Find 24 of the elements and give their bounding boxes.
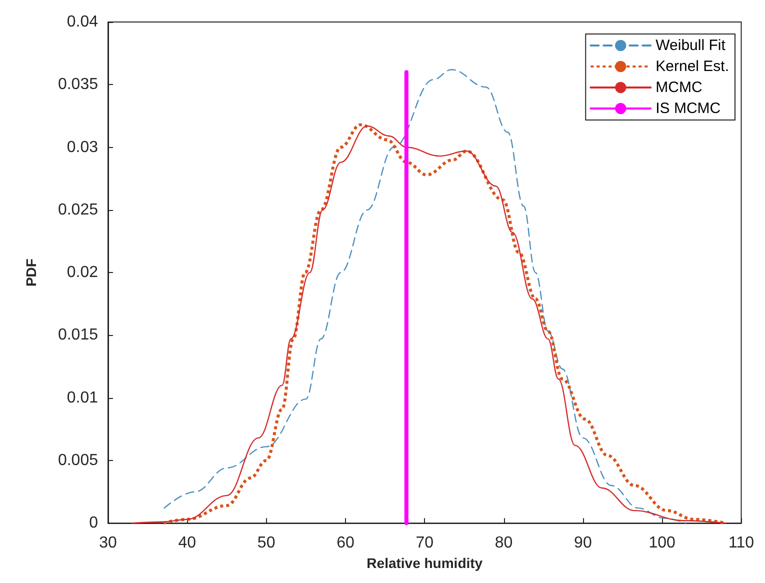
x-tick-label: 70 bbox=[416, 534, 434, 552]
x-axis-title: Relative humidity bbox=[366, 555, 483, 571]
x-tick-label: 60 bbox=[336, 534, 354, 552]
y-tick-label: 0.035 bbox=[58, 76, 98, 94]
y-tick-label: 0.03 bbox=[66, 138, 98, 156]
y-tick-label: 0.025 bbox=[58, 201, 98, 218]
y-tick-label: 0.02 bbox=[66, 264, 98, 282]
x-tick-label: 50 bbox=[257, 534, 276, 552]
x-tick-label: 100 bbox=[648, 534, 676, 552]
y-tick-label: 0.015 bbox=[58, 326, 98, 344]
x-tick-label: 80 bbox=[494, 534, 513, 552]
legend-label: Weibull Fit bbox=[656, 37, 726, 54]
y-tick-label: 0.01 bbox=[66, 389, 98, 406]
legend-label: Kernel Est. bbox=[656, 58, 730, 75]
x-tick-label: 30 bbox=[99, 534, 117, 552]
y-tick-label: 0 bbox=[89, 514, 98, 532]
y-tick-label: 0.04 bbox=[66, 14, 98, 30]
x-tick-label: 110 bbox=[728, 534, 754, 552]
x-tick-label: 40 bbox=[178, 534, 196, 552]
legend-label: MCMC bbox=[656, 79, 702, 96]
y-tick-label: 0.005 bbox=[58, 452, 98, 469]
x-tick-label: 90 bbox=[574, 534, 592, 552]
y-axis-title: PDF bbox=[23, 258, 39, 287]
legend-label: IS MCMC bbox=[656, 100, 721, 117]
